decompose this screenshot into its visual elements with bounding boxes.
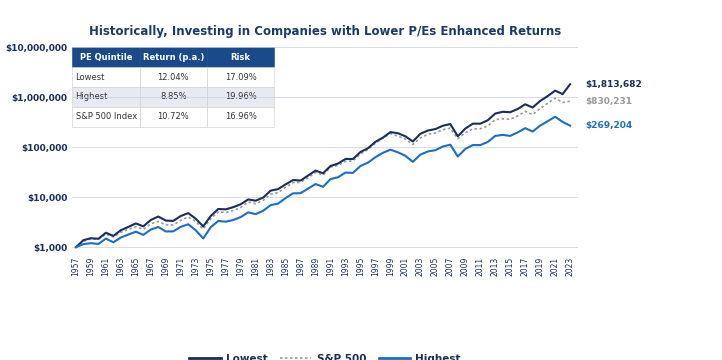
- Text: $269,204: $269,204: [585, 121, 632, 130]
- Title: Historically, Investing in Companies with Lower P/Es Enhanced Returns: Historically, Investing in Companies wit…: [89, 25, 561, 38]
- Text: $830,231: $830,231: [585, 97, 632, 106]
- Legend: Lowest, S&P 500, Highest: Lowest, S&P 500, Highest: [185, 350, 465, 360]
- Y-axis label: Growth of $1,000: Growth of $1,000: [0, 100, 1, 195]
- Text: $1,813,682: $1,813,682: [585, 80, 642, 89]
